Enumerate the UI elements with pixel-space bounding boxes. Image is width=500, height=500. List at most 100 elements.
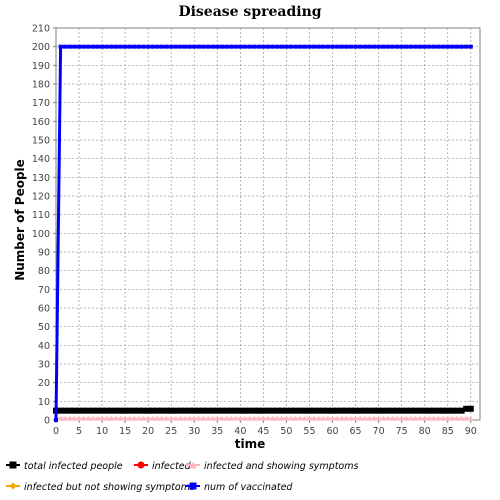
data-point <box>255 407 262 414</box>
data-point <box>154 407 161 414</box>
data-point <box>334 415 340 421</box>
data-point <box>412 415 418 421</box>
data-point <box>441 44 446 49</box>
x-tick-label: 60 <box>326 426 338 437</box>
data-point <box>298 44 303 49</box>
data-point <box>256 415 262 421</box>
x-tick-label: 30 <box>188 426 200 437</box>
data-point <box>196 44 201 49</box>
data-point <box>389 415 395 421</box>
data-point <box>335 44 340 49</box>
data-point <box>209 407 216 414</box>
data-point <box>195 407 202 414</box>
data-point <box>334 407 341 414</box>
data-point <box>297 407 304 414</box>
y-tick-label: 20 <box>38 378 50 389</box>
legend-item: infected but not showing symptoms <box>6 482 195 493</box>
data-point <box>108 415 114 421</box>
data-point <box>200 407 207 414</box>
data-point <box>186 407 193 414</box>
data-point <box>218 407 225 414</box>
x-tick-label: 20 <box>142 426 154 437</box>
data-point <box>371 415 377 421</box>
data-point <box>261 44 266 49</box>
data-point <box>232 407 239 414</box>
legend-item: total infected people <box>6 461 123 472</box>
data-point <box>422 415 428 421</box>
x-axis-ticks: 0 5 10 15 20 25 30 35 40 45 50 55 60 65 70 75 80 85 90 <box>53 420 477 437</box>
y-tick-label: 70 <box>38 285 50 296</box>
data-point <box>454 415 460 421</box>
data-point <box>9 482 17 490</box>
data-point <box>265 415 271 421</box>
y-tick-label: 80 <box>38 266 50 277</box>
series-num-of-vaccinated <box>54 44 473 422</box>
data-point <box>86 44 91 49</box>
data-point <box>224 44 229 49</box>
legend-label: infected but not showing symptoms <box>24 482 195 493</box>
y-tick-label: 150 <box>32 136 50 147</box>
data-point <box>182 415 188 421</box>
data-point <box>118 44 123 49</box>
data-point <box>347 407 354 414</box>
data-point <box>149 407 156 414</box>
data-point <box>131 415 137 421</box>
data-point <box>146 44 151 49</box>
legend-item: infected <box>134 461 192 472</box>
data-point <box>404 44 409 49</box>
data-point <box>325 44 330 49</box>
data-point <box>150 415 156 421</box>
plot-area <box>56 28 480 420</box>
data-point <box>54 418 58 422</box>
x-axis-label: time <box>235 437 266 451</box>
data-point <box>320 407 327 414</box>
data-point <box>81 415 87 421</box>
data-point <box>361 407 368 414</box>
data-point <box>467 405 474 412</box>
data-point <box>229 44 234 49</box>
legend-label: infected <box>152 461 192 472</box>
legend-label: infected and showing symptoms <box>204 461 358 472</box>
data-point <box>302 44 307 49</box>
data-point <box>301 407 308 414</box>
data-point <box>422 44 427 49</box>
data-point <box>103 407 110 414</box>
legend-label: num of vaccinated <box>204 482 293 493</box>
y-tick-label: 50 <box>38 322 50 333</box>
data-point <box>459 415 465 421</box>
data-point <box>246 407 253 414</box>
data-point <box>343 415 349 421</box>
data-point <box>237 407 244 414</box>
data-point <box>71 415 77 421</box>
x-tick-label: 80 <box>419 426 431 437</box>
y-tick-label: 130 <box>32 173 50 184</box>
data-point <box>372 44 376 49</box>
data-point <box>384 407 391 414</box>
data-point <box>454 44 459 49</box>
data-point <box>238 44 243 49</box>
data-point <box>362 415 368 421</box>
data-point <box>312 44 317 49</box>
data-point <box>233 44 238 49</box>
data-point <box>228 415 234 421</box>
chart-title: Disease spreading <box>178 4 321 20</box>
x-tick-label: 50 <box>280 426 292 437</box>
data-point <box>200 415 206 421</box>
data-point <box>122 407 129 414</box>
y-tick-label: 210 <box>32 24 50 35</box>
y-tick-label: 120 <box>32 192 50 203</box>
data-point <box>398 407 405 414</box>
data-point <box>444 407 451 414</box>
y-axis-ticks: 0 10 20 30 40 50 60 70 80 90 100 110 120 130 140 150 160… <box>32 24 56 427</box>
y-tick-label: 160 <box>32 117 50 128</box>
data-point <box>109 44 114 49</box>
data-point <box>159 415 165 421</box>
data-point <box>435 407 442 414</box>
x-tick-label: 25 <box>165 426 177 437</box>
y-tick-label: 170 <box>32 98 50 109</box>
data-point <box>403 407 410 414</box>
data-point <box>376 415 382 421</box>
data-point <box>353 415 359 421</box>
data-point <box>76 415 82 421</box>
data-point <box>154 415 160 421</box>
